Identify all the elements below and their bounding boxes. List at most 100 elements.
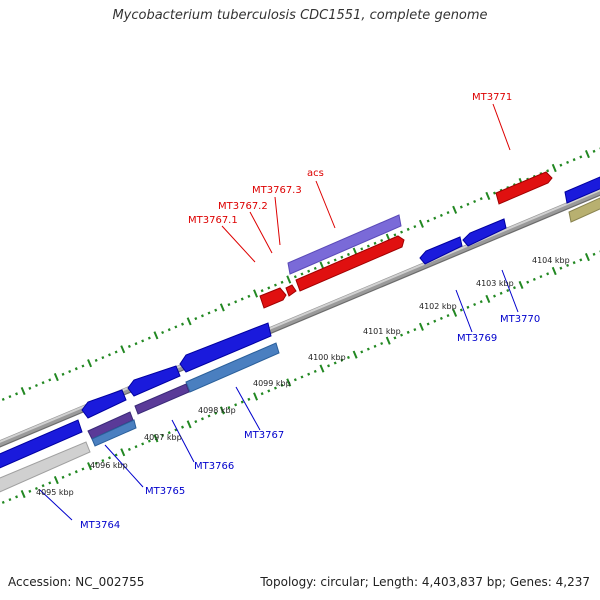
minor-tick: [340, 358, 344, 362]
minor-tick: [479, 300, 483, 304]
minor-tick: [174, 428, 178, 432]
label-mt3767-2[interactable]: MT3767.2: [218, 201, 268, 212]
gene-mt3767-steel[interactable]: [185, 342, 280, 393]
label-mt3766[interactable]: MT3766: [194, 461, 234, 472]
minor-tick: [174, 325, 178, 329]
major-tick: [551, 266, 557, 276]
gene-mt3770[interactable]: [462, 218, 507, 247]
minor-tick: [479, 197, 483, 201]
minor-tick: [161, 433, 165, 438]
label-mt3769[interactable]: MT3769: [457, 333, 497, 344]
minor-tick: [579, 155, 583, 159]
gene-mt3767-1[interactable]: [259, 287, 287, 309]
label-mt3770[interactable]: MT3770: [500, 314, 540, 325]
minor-tick: [134, 445, 138, 449]
gene-mt3771[interactable]: [495, 171, 553, 205]
gene-mt3764-gray[interactable]: [0, 441, 91, 494]
minor-tick: [546, 272, 550, 276]
minor-tick: [81, 467, 85, 471]
minor-tick: [273, 283, 277, 287]
label-mt3764[interactable]: MT3764: [80, 520, 120, 531]
forward-gene-labels: MT3767.1 MT3767.2 MT3767.3 acs MT3771: [188, 92, 512, 226]
minor-tick: [400, 230, 404, 234]
minor-tick: [260, 392, 264, 396]
minor-tick: [446, 211, 450, 215]
gene-mt3766[interactable]: [127, 365, 181, 397]
minor-tick: [400, 333, 404, 337]
label-mt3767-3[interactable]: MT3767.3: [252, 185, 302, 196]
label-mt3765[interactable]: MT3765: [145, 486, 185, 497]
major-tick: [551, 163, 557, 173]
minor-tick: [34, 383, 38, 388]
major-tick: [452, 205, 458, 214]
minor-tick: [373, 344, 377, 348]
minor-tick: [559, 266, 563, 270]
accession-text: Accession: NC_002755: [8, 575, 145, 589]
major-tick: [418, 219, 424, 228]
gene-mt3767[interactable]: [179, 322, 272, 373]
major-tick: [87, 359, 93, 368]
minor-tick: [8, 395, 12, 399]
minor-tick: [207, 414, 211, 418]
gene-acs-purple[interactable]: [287, 214, 402, 275]
minor-tick: [28, 386, 32, 390]
minor-tick: [127, 344, 131, 349]
gene-mt3766-purple[interactable]: [134, 383, 190, 415]
major-tick: [485, 294, 491, 303]
minor-tick: [333, 258, 337, 262]
minor-tick: [546, 169, 550, 173]
minor-tick: [539, 275, 543, 279]
gene-mt3765[interactable]: [81, 389, 127, 419]
minor-tick: [592, 252, 596, 256]
minor-tick: [41, 484, 45, 488]
scale-labels: 4095 kbp 4096 kbp 4097 kbp 4098 kbp 4099…: [36, 256, 570, 497]
minor-tick: [227, 303, 231, 307]
gene-features: [0, 171, 600, 494]
minor-tick: [200, 314, 204, 318]
minor-tick: [446, 314, 450, 318]
minor-tick: [340, 255, 344, 259]
minor-tick: [81, 364, 85, 368]
minor-tick: [101, 356, 105, 360]
minor-tick: [393, 336, 397, 340]
major-tick: [153, 434, 159, 443]
minor-tick: [207, 311, 211, 315]
kbp-label-4102: 4102 kbp: [419, 302, 457, 311]
minor-tick: [114, 350, 118, 354]
major-tick: [319, 364, 325, 373]
minor-tick: [592, 149, 596, 153]
minor-tick: [313, 369, 317, 373]
gene-blue-right-edge[interactable]: [564, 176, 600, 204]
minor-tick: [506, 288, 510, 293]
major-tick: [120, 448, 126, 457]
label-acs[interactable]: acs: [307, 168, 324, 179]
kbp-label-4100: 4100 kbp: [308, 353, 346, 362]
minor-tick: [380, 238, 384, 243]
major-tick: [385, 336, 391, 345]
minor-tick: [366, 347, 370, 351]
major-tick: [219, 303, 225, 312]
minor-tick: [107, 353, 112, 357]
minor-tick: [499, 291, 503, 295]
gene-mt3769[interactable]: [419, 236, 463, 265]
minor-tick: [234, 300, 238, 304]
gene-acs[interactable]: [295, 235, 405, 292]
minor-tick: [572, 261, 576, 265]
minor-tick: [61, 372, 65, 376]
tick-tracks: [1, 147, 600, 504]
label-mt3771[interactable]: MT3771: [472, 92, 512, 103]
major-tick: [20, 490, 26, 499]
gene-mt3764[interactable]: [0, 419, 83, 470]
major-tick: [53, 373, 59, 382]
major-tick: [584, 253, 590, 262]
minor-tick: [293, 378, 297, 382]
label-mt3767-1[interactable]: MT3767.1: [188, 215, 238, 226]
minor-tick: [1, 500, 5, 504]
gene-mt3767-3[interactable]: [285, 284, 297, 297]
gene-olive-right-edge[interactable]: [568, 197, 600, 223]
gene-mt3765-steel[interactable]: [91, 419, 137, 447]
minor-tick: [74, 367, 78, 371]
minor-tick: [346, 355, 350, 360]
label-mt3767[interactable]: MT3767: [244, 430, 284, 441]
minor-tick: [28, 489, 32, 493]
